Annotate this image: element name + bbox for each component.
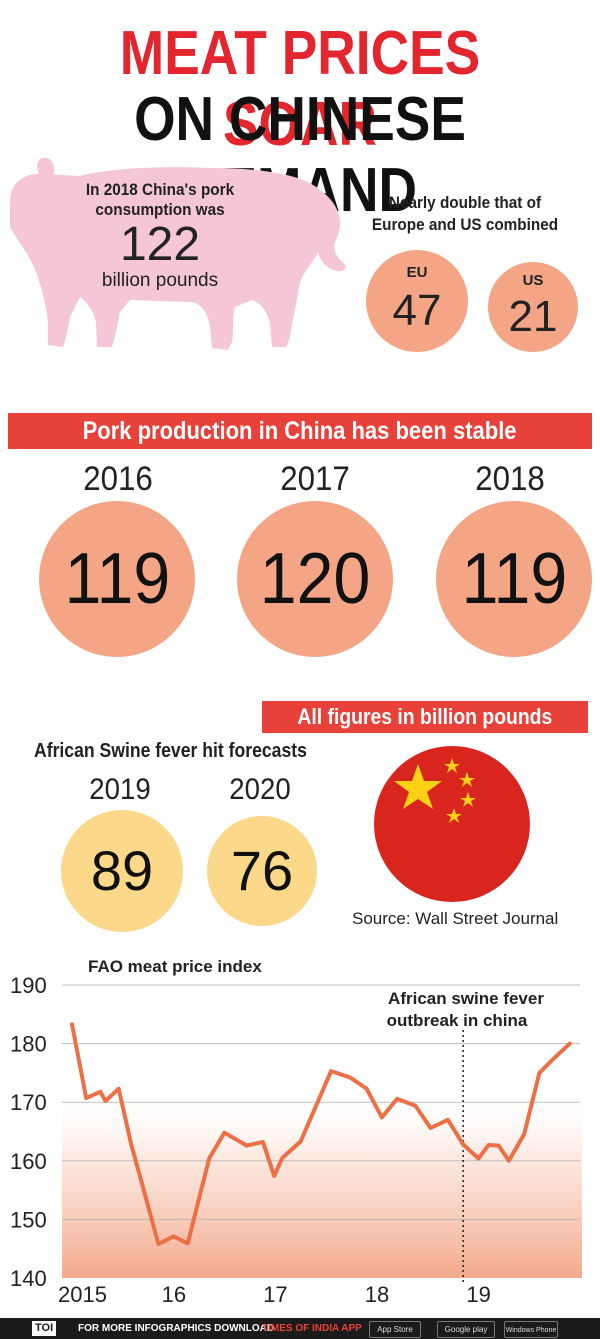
footer-app-name[interactable]: TIMES OF INDIA APP [262, 1323, 362, 1334]
y-tick-label: 160 [10, 1149, 47, 1174]
footer-bar: TOI FOR MORE INFOGRAPHICS DOWNLOAD TIMES… [0, 1318, 600, 1339]
x-tick-label: 2015 [58, 1282, 107, 1307]
app-store-label: App Store [377, 1325, 413, 1334]
us-value: 21 [508, 292, 558, 341]
forecast-value-2019: 89 [90, 839, 154, 902]
comparison-line2: Europe and US combined [371, 215, 559, 234]
y-tick-label: 190 [10, 973, 47, 998]
production-value-2017: 120 [259, 539, 371, 619]
production-circle-2018: 119 [436, 501, 592, 657]
y-tick-label: 140 [10, 1266, 47, 1291]
forecast-year-2019: 2019 [89, 773, 151, 806]
windows-phone-badge[interactable]: Windows Phone [504, 1321, 558, 1338]
eu-circle: EU 47 [366, 250, 468, 352]
pig-value: 122 [119, 218, 201, 271]
y-tick-label: 180 [10, 1032, 47, 1057]
comparison-caption: Nearly double that of Europe and US comb… [366, 192, 564, 236]
x-tick-label: 19 [466, 1282, 490, 1307]
pig-caption-line1: In 2018 China's pork [85, 180, 235, 199]
windows-phone-label: Windows Phone [505, 1327, 557, 1334]
annotation-line2: outbreak in china [387, 1011, 528, 1030]
production-value-2016: 119 [64, 539, 170, 619]
pig-unit: billion pounds [101, 270, 219, 291]
forecast-heading: African Swine fever hit forecasts [34, 740, 307, 762]
production-circle-2016: 119 [39, 501, 195, 657]
us-circle: US 21 [488, 262, 578, 352]
source-text: Source: Wall Street Journal [352, 909, 559, 928]
production-year-2018: 2018 [475, 460, 545, 498]
forecast-value-2020: 76 [230, 839, 294, 902]
units-banner: All figures in billion pounds [262, 701, 588, 733]
units-banner-text: All figures in billion pounds [297, 704, 553, 729]
x-tick-label: 17 [263, 1282, 287, 1307]
production-value-2018: 119 [461, 539, 567, 619]
y-tick-label: 150 [10, 1207, 47, 1232]
eu-value: 47 [392, 286, 442, 335]
eu-label: EU [406, 264, 428, 281]
footer-brand: TOI [32, 1321, 57, 1336]
pig-caption-line2: consumption was [95, 200, 225, 219]
comparison-line1: Nearly double that of [388, 193, 542, 212]
pig-icon [10, 157, 346, 350]
pig-caption: In 2018 China's pork consumption was 122… [45, 180, 275, 292]
annotation-line1: African swine fever [388, 989, 544, 1008]
china-flag-icon [374, 746, 530, 902]
meat-price-chart: 140 150 160 170 180 190 2015 16 17 18 19 FAO meat… [10, 957, 582, 1307]
us-label: US [522, 272, 544, 289]
production-banner-text: Pork production in China has been stable [83, 417, 517, 445]
forecast-circle-2019: 89 [61, 810, 183, 932]
y-tick-label: 170 [10, 1090, 47, 1115]
x-tick-label: 18 [365, 1282, 389, 1307]
chart-title: FAO meat price index [88, 957, 262, 976]
google-play-label: Google play [444, 1325, 488, 1334]
production-year-2016: 2016 [83, 460, 153, 498]
chart-area-fill [62, 1090, 582, 1278]
production-banner: Pork production in China has been stable [8, 413, 592, 449]
google-play-badge[interactable]: Google play [437, 1321, 495, 1338]
forecast-year-2020: 2020 [229, 773, 291, 806]
footer-text: FOR MORE INFOGRAPHICS DOWNLOAD [78, 1323, 275, 1334]
app-store-badge[interactable]: App Store [369, 1321, 421, 1338]
series-line [70, 1022, 572, 1246]
x-tick-label: 16 [162, 1282, 186, 1307]
page-title-line1: MEAT PRICES SOAR [119, 19, 481, 159]
production-circle-2017: 120 [237, 501, 393, 657]
forecast-circle-2020: 76 [207, 816, 317, 926]
production-year-2017: 2017 [280, 460, 350, 498]
